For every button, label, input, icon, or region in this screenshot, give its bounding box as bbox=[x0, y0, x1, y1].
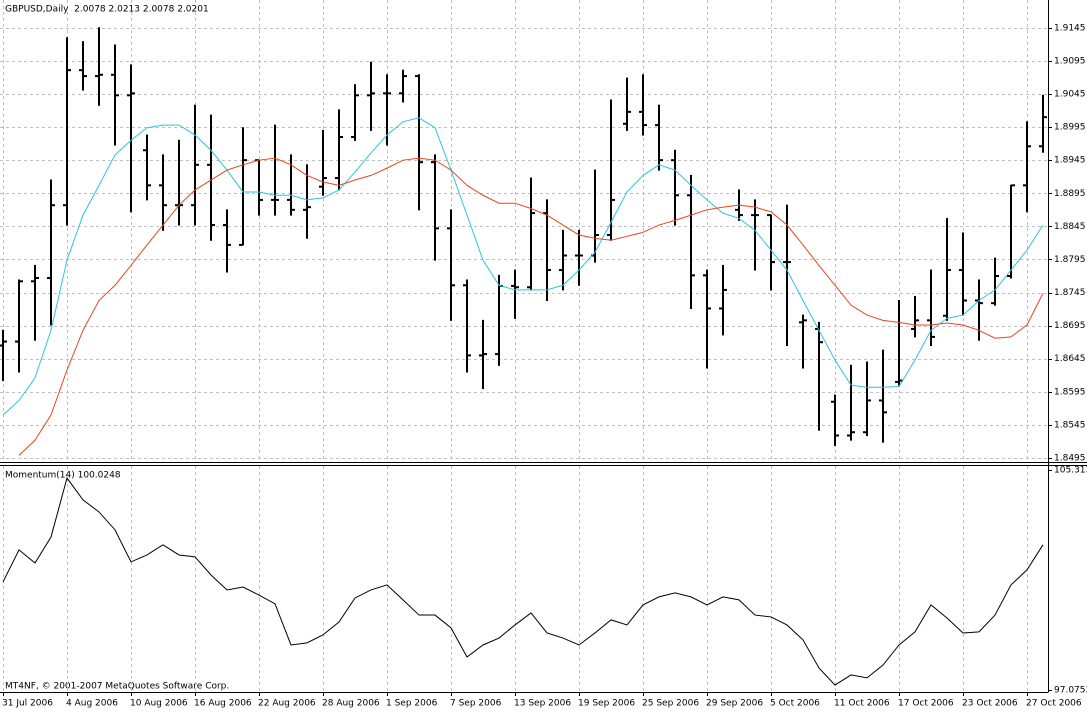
x-tick-label: 25 Sep 2006 bbox=[642, 699, 699, 709]
y-tick-label: 105.313 bbox=[1054, 465, 1087, 475]
x-tick-label: 4 Aug 2006 bbox=[66, 699, 118, 709]
x-tick-label: 16 Aug 2006 bbox=[194, 699, 252, 709]
x-tick-label: 23 Oct 2006 bbox=[962, 699, 1018, 709]
y-tick-label: 1.8845 bbox=[1054, 222, 1086, 232]
chart-title: Momentum(14) 100.0248 bbox=[5, 471, 121, 481]
moving-average bbox=[2, 117, 1044, 416]
x-tick-label: 13 Sep 2006 bbox=[514, 699, 571, 709]
y-tick-label: 1.8995 bbox=[1054, 123, 1086, 133]
x-tick-label: 17 Oct 2006 bbox=[898, 699, 954, 709]
y-tick-label: 1.8945 bbox=[1054, 156, 1086, 166]
x-tick-label: 7 Sep 2006 bbox=[450, 699, 502, 709]
x-tick-label: 31 Jul 2006 bbox=[2, 699, 53, 709]
y-tick-label: 1.8595 bbox=[1054, 387, 1086, 397]
x-tick-label: 5 Oct 2006 bbox=[770, 699, 820, 709]
moving-average bbox=[18, 157, 1044, 456]
y-tick-label: 1.8695 bbox=[1054, 321, 1086, 331]
chart-title: GBPUSD,Daily 2.0078 2.0213 2.0078 2.0201 bbox=[5, 5, 209, 15]
y-tick-label: 1.8795 bbox=[1054, 255, 1086, 265]
x-tick-label: 11 Oct 2006 bbox=[834, 699, 890, 709]
y-tick-label: 1.8545 bbox=[1054, 420, 1086, 430]
y-tick-label: 1.9045 bbox=[1054, 89, 1086, 99]
y-tick-label: 1.8745 bbox=[1054, 288, 1086, 298]
x-tick-label: 22 Aug 2006 bbox=[258, 699, 316, 709]
x-tick-label: 28 Aug 2006 bbox=[322, 699, 380, 709]
y-tick-label: 97.0753 bbox=[1054, 685, 1087, 695]
y-tick-label: 1.8495 bbox=[1054, 454, 1086, 464]
x-tick-label: 10 Aug 2006 bbox=[130, 699, 188, 709]
x-tick-label: 27 Oct 2006 bbox=[1026, 699, 1082, 709]
x-tick-label: 19 Sep 2006 bbox=[578, 699, 635, 709]
indicator-line bbox=[2, 476, 1044, 686]
footer: MT4NF, © 2001-2007 MetaQuotes Software C… bbox=[5, 682, 229, 692]
y-tick-label: 1.9145 bbox=[1054, 23, 1086, 33]
y-tick-label: 1.8645 bbox=[1054, 354, 1086, 364]
x-tick-label: 1 Sep 2006 bbox=[386, 699, 438, 709]
y-tick-label: 1.9095 bbox=[1054, 56, 1086, 66]
x-tick-label: 29 Sep 2006 bbox=[706, 699, 763, 709]
y-tick-label: 1.8895 bbox=[1054, 189, 1086, 199]
